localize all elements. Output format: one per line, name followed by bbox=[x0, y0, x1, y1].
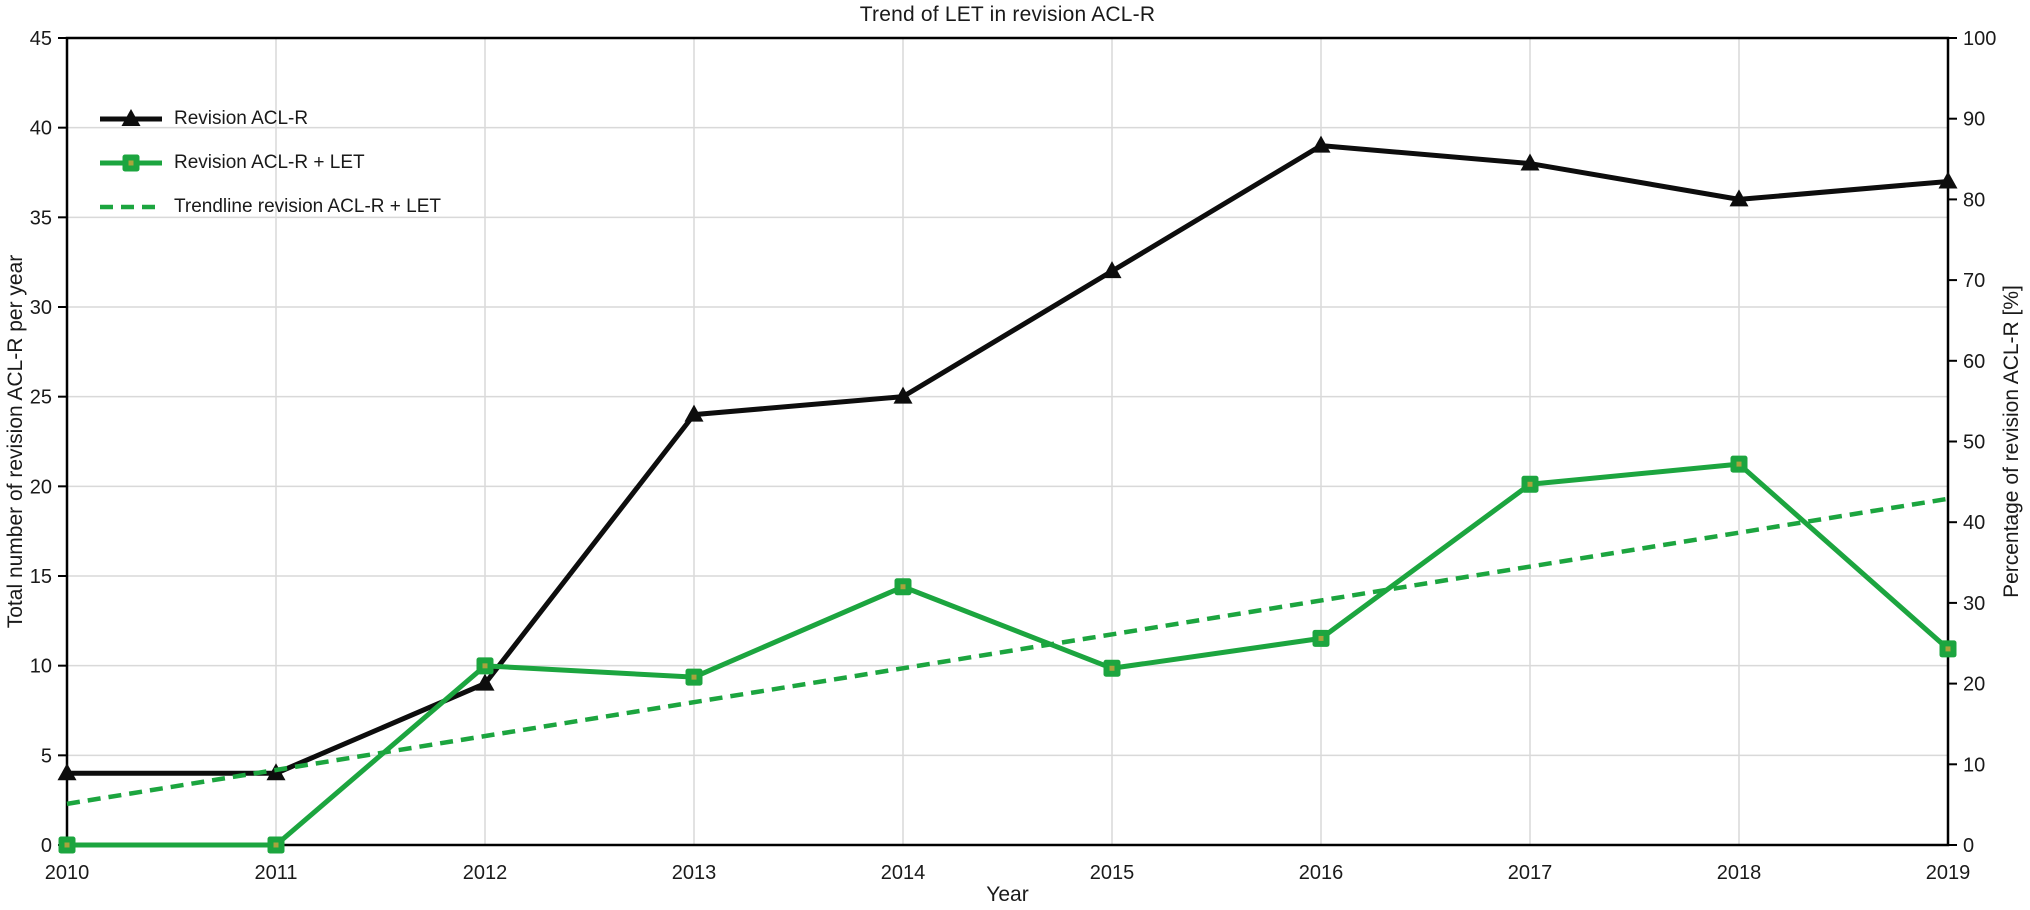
right-axis-title: Percentage of revision ACL-R [%] bbox=[2000, 285, 2023, 598]
svg-text:2012: 2012 bbox=[463, 862, 508, 884]
right-axis: 0 10 20 30 40 50 60 70 80 90 100 bbox=[1948, 28, 1996, 857]
svg-text:0: 0 bbox=[41, 835, 52, 857]
svg-text:10: 10 bbox=[1963, 754, 1985, 776]
left-axis-title: Total number of revision ACL-R per year bbox=[4, 255, 27, 629]
legend-item-revision-acl-r: Revision ACL-R bbox=[98, 97, 441, 141]
svg-text:2017: 2017 bbox=[1508, 862, 1553, 884]
svg-text:15: 15 bbox=[30, 566, 52, 588]
svg-text:2013: 2013 bbox=[672, 862, 717, 884]
legend-item-trendline: Trendline revision ACL-R + LET bbox=[98, 185, 441, 229]
svg-text:80: 80 bbox=[1963, 189, 1985, 211]
svg-text:40: 40 bbox=[30, 118, 52, 140]
svg-text:30: 30 bbox=[30, 297, 52, 319]
legend-swatch-line-triangle-icon bbox=[100, 109, 162, 126]
svg-text:70: 70 bbox=[1963, 270, 1985, 292]
svg-text:50: 50 bbox=[1963, 432, 1985, 454]
svg-text:90: 90 bbox=[1963, 109, 1985, 131]
svg-text:35: 35 bbox=[30, 207, 52, 229]
gridlines bbox=[67, 38, 1948, 845]
legend-label: Revision ACL-R bbox=[174, 108, 309, 129]
svg-text:45: 45 bbox=[30, 28, 52, 50]
legend-swatch-dashed-line-icon bbox=[100, 204, 162, 210]
axis-titles: Total number of revision ACL-R per year P… bbox=[4, 255, 2023, 906]
series-trendline-acl-r-let bbox=[66, 496, 1949, 807]
svg-text:60: 60 bbox=[1963, 351, 1985, 373]
svg-text:2015: 2015 bbox=[1090, 862, 1135, 884]
svg-text:20: 20 bbox=[1963, 674, 1985, 696]
left-axis: 0 5 10 15 20 25 30 35 40 45 bbox=[30, 28, 67, 857]
svg-text:2019: 2019 bbox=[1926, 862, 1971, 884]
svg-text:25: 25 bbox=[30, 387, 52, 409]
svg-text:2010: 2010 bbox=[45, 862, 90, 884]
legend-swatch-line-square-icon bbox=[100, 154, 162, 172]
series-revision-acl-r-let bbox=[58, 455, 1957, 854]
legend-item-revision-acl-r-let: Revision ACL-R + LET bbox=[98, 141, 441, 185]
svg-text:0: 0 bbox=[1963, 835, 1974, 857]
chart-title: Trend of LET in revision ACL-R bbox=[859, 3, 1156, 26]
legend-label: Trendline revision ACL-R + LET bbox=[174, 196, 441, 217]
legend: Revision ACL-R Revision ACL-R + LET Tren… bbox=[98, 97, 441, 229]
svg-text:20: 20 bbox=[30, 476, 52, 498]
x-axis: 2010 2011 2012 2013 2014 2015 2016 2017 2018 2019 bbox=[45, 862, 1971, 884]
series-revision-acl-r bbox=[57, 135, 1958, 781]
svg-text:2014: 2014 bbox=[881, 862, 926, 884]
svg-text:10: 10 bbox=[30, 656, 52, 678]
svg-text:100: 100 bbox=[1963, 28, 1996, 50]
svg-text:40: 40 bbox=[1963, 512, 1985, 534]
svg-text:30: 30 bbox=[1963, 593, 1985, 615]
legend-label: Revision ACL-R + LET bbox=[174, 152, 365, 173]
svg-text:2016: 2016 bbox=[1299, 862, 1344, 884]
svg-text:2018: 2018 bbox=[1717, 862, 1762, 884]
x-axis-title: Year bbox=[986, 883, 1028, 906]
svg-text:5: 5 bbox=[41, 745, 52, 767]
svg-text:2011: 2011 bbox=[254, 862, 297, 884]
